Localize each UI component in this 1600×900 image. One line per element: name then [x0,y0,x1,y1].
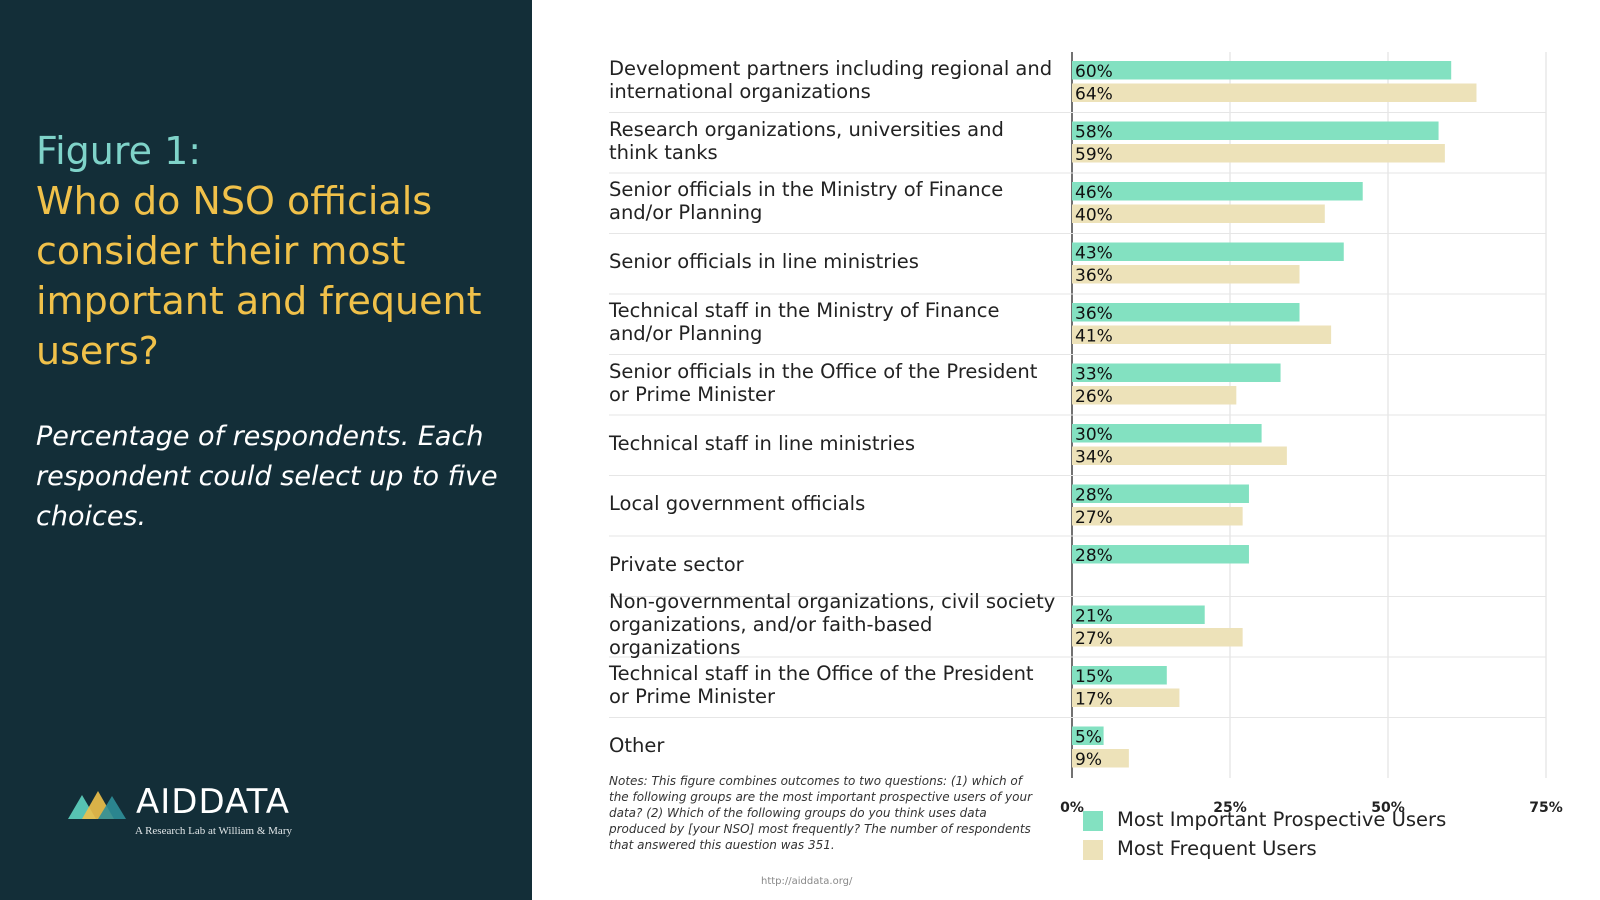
bar-important [1072,303,1300,322]
bar-value-label: 28% [1075,486,1113,506]
bar-frequent [1072,446,1287,465]
bar-frequent [1072,325,1332,344]
logo-wordmark: AIDDATA [136,782,291,822]
x-tick-label: 75% [1529,800,1563,816]
x-tick-label: 25% [1213,800,1247,816]
figure-title: Who do NSO officials consider their most… [36,179,482,373]
bar-value-label: 36% [1075,304,1113,324]
bar-value-label: 41% [1075,327,1113,347]
source-url-link[interactable]: http://aiddata.org/ [761,876,853,887]
bars [1072,61,1477,768]
bar-important [1072,363,1281,382]
legend-swatch-important [1083,811,1103,831]
bar-frequent [1072,688,1180,707]
bar-frequent [1072,83,1477,102]
figure-subtitle: Percentage of respondents. Each responde… [36,421,498,532]
bar-frequent [1072,749,1129,768]
bar-frequent [1072,628,1243,647]
chart-notes: Notes: This figure combines outcomes to … [609,774,1033,849]
bar-value-label: 46% [1075,183,1113,203]
bar-important [1072,484,1249,503]
category-label: Other [609,734,665,758]
category-label: Technical staff in the Office of the Pre… [609,662,1034,709]
bar-value-label: 64% [1075,85,1113,105]
mountain-logo-icon [68,791,126,819]
x-tick-label: 0% [1060,800,1084,816]
bar-important [1072,666,1167,685]
bar-value-label: 43% [1075,244,1113,264]
bar-value-label: 33% [1075,365,1113,385]
bar-value-label: 58% [1075,123,1113,143]
aiddata-logo: AIDDATA A Research Lab at William & Mary [68,782,328,846]
bar-value-label: 9% [1075,750,1102,770]
legend-swatch-frequent [1083,840,1103,860]
bar-value-label: 17% [1075,690,1113,710]
category-label: Technical staff in the Ministry of Finan… [609,299,1000,346]
category-label: Technical staff in line ministries [609,431,916,455]
legend-label-important: Most Important Prospective Users [1117,808,1447,831]
bar-frequent [1072,507,1243,526]
category-label: Research organizations, universities and… [609,117,1004,164]
category-label: Local government officials [609,492,866,516]
bar-value-label: 5% [1075,728,1102,748]
bar-important [1072,726,1104,745]
bar-value-label: 15% [1075,667,1113,687]
x-axis-ticks: 0% 25% 50% 75% [1060,800,1563,816]
x-tick-label: 50% [1371,800,1405,816]
bar-important [1072,182,1363,201]
figure-number: Figure 1: [36,129,202,173]
bar-value-label: 27% [1075,629,1113,649]
legend-label-frequent: Most Frequent Users [1117,837,1317,860]
category-label: Senior officials in line ministries [609,250,919,274]
data-labels: 60%64%58%59%46%40%43%36%36%41%33%26%30%3… [1075,62,1113,770]
bar-value-label: 27% [1075,508,1113,528]
bar-value-label: 30% [1075,425,1113,445]
bar-value-label: 34% [1075,448,1113,468]
bar-important [1072,121,1439,140]
bar-frequent [1072,265,1300,284]
bar-value-label: 59% [1075,145,1113,165]
bar-value-label: 40% [1075,206,1113,226]
bar-important [1072,605,1205,624]
row-separators [609,112,1546,718]
bar-frequent [1072,204,1325,223]
category-label: Private sector [609,552,744,576]
category-label: Non-governmental organizations, civil so… [609,590,1056,660]
bar-value-label: 36% [1075,266,1113,286]
category-label: Senior officials in the Ministry of Fina… [609,178,1004,225]
bar-important [1072,242,1344,261]
bar-important [1072,61,1452,80]
bar-important [1072,545,1249,564]
bar-value-label: 60% [1075,62,1113,82]
bar-frequent [1072,144,1445,163]
bar-frequent [1072,386,1237,405]
category-label: Senior officials in the Office of the Pr… [609,359,1038,406]
bar-value-label: 28% [1075,546,1113,566]
bar-important [1072,424,1262,443]
bar-value-label: 26% [1075,387,1113,407]
title-panel: Figure 1: Who do NSO officials consider … [0,0,532,900]
category-label: Development partners including regional … [609,57,1053,104]
bar-value-label: 21% [1075,607,1113,627]
logo-tagline: A Research Lab at William & Mary [135,825,292,837]
